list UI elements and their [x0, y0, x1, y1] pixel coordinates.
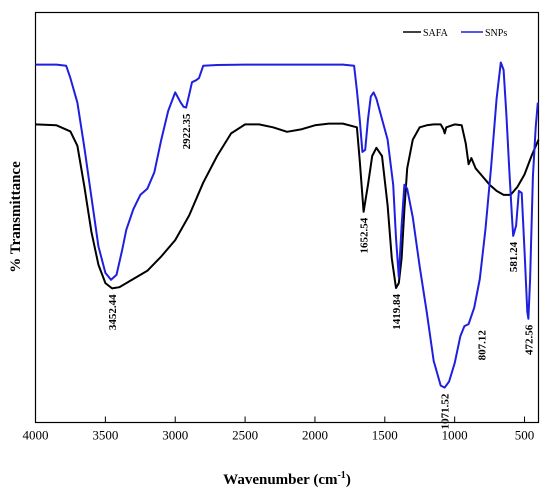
peak-label: 472.56 [523, 324, 535, 355]
series-line-safa [35, 122, 540, 290]
x-axis-label: Wavenumber (cm-1) [223, 470, 351, 488]
x-axis-label-main: Wavenumber (cm [223, 472, 338, 488]
legend: SAFA SNPs [403, 28, 507, 39]
peak-label: 1071.52 [440, 393, 452, 429]
peak-label: 2922.35 [181, 113, 193, 149]
y-axis-label: % Transmittance [8, 161, 24, 273]
annotations-layer: 3452.44 2922.35 1652.54 1419.84 1071.52 807.1… [107, 113, 535, 429]
x-tick-label: 2000 [302, 428, 328, 443]
peak-label: 1652.54 [359, 217, 371, 253]
peak-label: 807.12 [477, 330, 489, 361]
x-tick-label: 2500 [232, 428, 258, 443]
peak-label: 1419.84 [391, 294, 403, 330]
x-tick-label: 500 [515, 428, 535, 443]
x-axis-ticks: 4000 3500 3000 2500 2000 1500 1000 500 [23, 416, 535, 443]
series-line-snps [35, 61, 539, 389]
x-tick-label: 3500 [92, 428, 118, 443]
legend-label-safa: SAFA [423, 28, 449, 39]
x-axis-label-superscript: -1 [337, 470, 345, 481]
x-axis-label-close: ) [346, 472, 351, 488]
peak-label: 3452.44 [107, 294, 119, 330]
series-layer [35, 61, 540, 389]
legend-label-snps: SNPs [485, 28, 507, 39]
x-tick-label: 1500 [372, 428, 398, 443]
x-tick-label: 3000 [162, 428, 188, 443]
x-tick-label: 1000 [442, 428, 468, 443]
x-tick-label: 4000 [23, 428, 49, 443]
plot-frame [34, 11, 540, 424]
peak-label: 581.24 [508, 241, 520, 272]
